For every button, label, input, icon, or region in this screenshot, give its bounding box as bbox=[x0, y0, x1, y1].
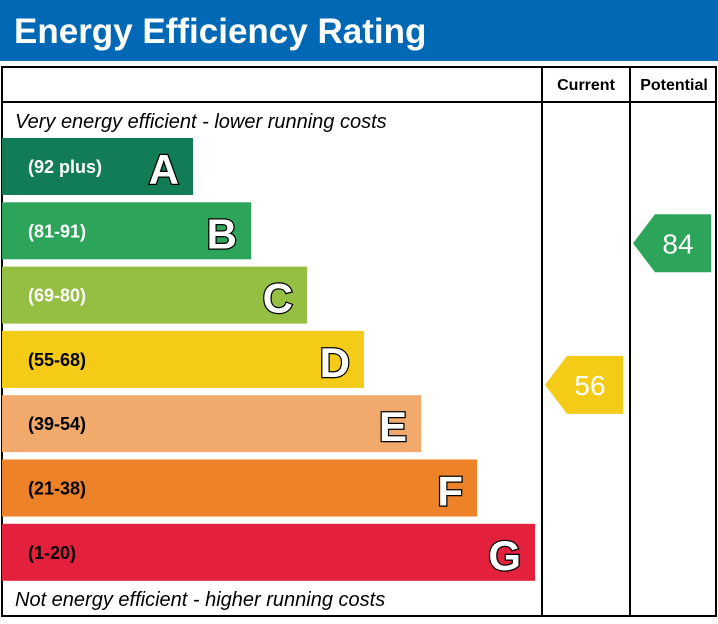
band-e: (39-54) E bbox=[2, 395, 421, 453]
band-bar bbox=[2, 138, 193, 195]
band-range: (39-54) bbox=[28, 414, 86, 434]
band-bar bbox=[2, 330, 364, 388]
band-letter: A bbox=[149, 146, 179, 193]
chart-title: Energy Efficiency Rating bbox=[14, 12, 426, 51]
band-range: (21-38) bbox=[28, 479, 86, 499]
band-bar bbox=[2, 459, 477, 517]
potential-rating-arrow: 84 bbox=[633, 214, 711, 273]
band-letter: E bbox=[379, 403, 407, 450]
band-bar bbox=[2, 395, 421, 453]
title-bar bbox=[0, 0, 718, 61]
current-arrow-shape bbox=[545, 355, 623, 414]
band-range: (92 plus) bbox=[28, 157, 102, 177]
band-range: (81-91) bbox=[28, 221, 86, 241]
potential-column-header: Potential bbox=[640, 77, 708, 94]
current-rating-arrow: 56 bbox=[545, 355, 623, 414]
potential-arrow-shape bbox=[633, 214, 711, 273]
potential-rating-value: 84 bbox=[662, 228, 693, 259]
band-c: (69-80) C bbox=[2, 266, 307, 324]
band-d: (55-68) D bbox=[2, 330, 364, 388]
band-range: (55-68) bbox=[28, 350, 86, 370]
band-letter: D bbox=[320, 339, 350, 386]
band-letter: G bbox=[488, 532, 521, 579]
band-a: (92 plus) A bbox=[2, 138, 193, 195]
band-f: (21-38) F bbox=[2, 459, 477, 517]
band-range: (69-80) bbox=[28, 286, 86, 306]
band-letter: B bbox=[207, 210, 237, 257]
band-bar bbox=[2, 266, 307, 324]
current-column-header: Current bbox=[557, 77, 615, 94]
band-letter: F bbox=[437, 468, 463, 515]
band-range: (1-20) bbox=[28, 543, 76, 563]
band-b: (81-91) B bbox=[2, 202, 251, 260]
band-bar bbox=[2, 523, 535, 581]
current-rating-value: 56 bbox=[574, 370, 605, 401]
band-g: (1-20) G bbox=[2, 523, 535, 581]
band-letter: C bbox=[263, 275, 293, 322]
bottom-note: Not energy efficient - higher running co… bbox=[15, 589, 385, 611]
band-bar bbox=[2, 202, 251, 260]
top-note: Very energy efficient - lower running co… bbox=[15, 111, 387, 133]
